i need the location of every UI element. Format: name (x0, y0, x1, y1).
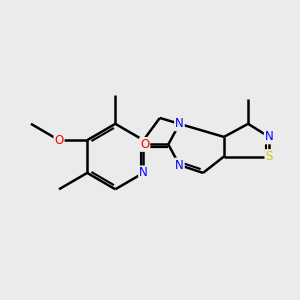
Text: N: N (175, 117, 184, 130)
Text: N: N (265, 130, 274, 143)
Text: S: S (266, 150, 273, 163)
Text: N: N (139, 167, 148, 179)
Text: O: O (140, 138, 149, 151)
Text: N: N (175, 158, 184, 172)
Text: O: O (54, 134, 64, 147)
